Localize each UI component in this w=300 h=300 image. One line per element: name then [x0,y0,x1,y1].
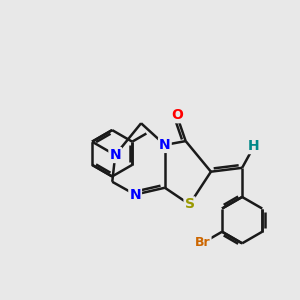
Text: S: S [184,197,194,212]
Text: N: N [159,138,171,152]
Text: H: H [248,139,260,153]
Text: N: N [129,188,141,202]
Text: O: O [171,108,183,122]
Text: N: N [110,148,121,162]
Text: Br: Br [195,236,211,249]
